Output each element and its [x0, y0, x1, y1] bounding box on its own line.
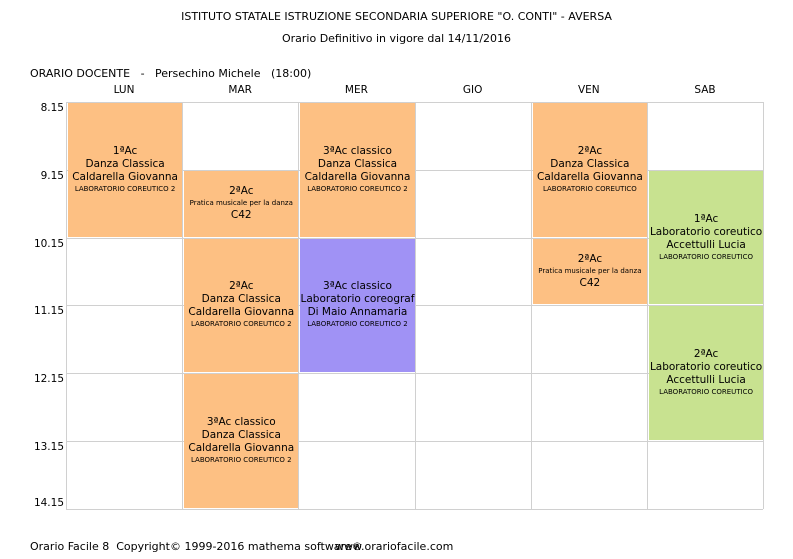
lesson-text: 3ªAc classico [323, 144, 392, 157]
lesson-text: Caldarella Giovanna [72, 170, 178, 183]
hour-label: 11.15 [33, 305, 64, 318]
lesson-text: LABORATORIO COREUTICO 2 [191, 455, 292, 464]
lesson-text: 2ªAc [229, 185, 254, 198]
lesson-text: Laboratorio coreutico [649, 225, 763, 238]
lesson-text: LABORATORIO COREUTICO [542, 184, 637, 193]
lesson-text: Danza Classica [550, 157, 630, 170]
hour-label: 10.15 [33, 237, 64, 250]
lesson-text: Pratica musicale per la danza [189, 199, 293, 208]
lesson-block: 2ªAc Pratica musicale per la danza C42 [184, 170, 299, 237]
day-header: SAB [694, 84, 716, 96]
lesson-text: LABORATORIO COREUTICO 2 [307, 320, 408, 329]
grid-line [66, 102, 67, 509]
lesson-text: Accettulli Lucia [666, 238, 746, 251]
website[interactable]: www.orariofacile.com [335, 540, 454, 553]
hour-label: 12.15 [33, 373, 64, 386]
lesson-text: Danza Classica [317, 157, 398, 170]
subtitle: Orario Definitivo in vigore dal 14/11/20… [281, 32, 512, 45]
lesson-text: Caldarella Giovanna [304, 170, 411, 183]
lesson-text: Caldarella Giovanna [536, 170, 643, 183]
hour-label: 8.15 [40, 102, 64, 114]
grid-line [647, 102, 648, 509]
day-header: VEN [577, 84, 600, 96]
lesson-block: 2ªAc Danza Classica Caldarella Giovanna LAB… [184, 238, 299, 373]
lesson-text: Accettulli Lucia [666, 374, 746, 387]
lesson-text: Di Maio Annamaria [307, 306, 408, 319]
grid-line [66, 508, 764, 510]
grid-line [530, 102, 532, 509]
grid-line [298, 102, 300, 509]
lesson-text: Caldarella Giovanna [188, 306, 295, 319]
hour-label: 9.15 [40, 169, 64, 182]
lesson-block: 1ªAc Danza Classica Caldarella Giovanna LAB… [68, 103, 183, 237]
lesson-text: Caldarella Giovanna [188, 441, 295, 454]
grid-line [182, 102, 184, 509]
lesson-text: Pratica musicale per la danza [538, 266, 642, 275]
day-header: MAR [228, 84, 252, 96]
lesson-text: Danza Classica [201, 428, 281, 441]
institute-title: ISTITUTO STATALE ISTRUZIONE SECONDARIA S… [181, 10, 612, 23]
lesson-block: 2ªAc Danza Classica Caldarella Giovanna LAB… [532, 103, 647, 237]
lesson-text: C42 [230, 209, 252, 222]
lesson-text: LABORATORIO COREUTICO 2 [191, 320, 292, 329]
lesson-text: Laboratorio coreograf [300, 293, 415, 306]
lesson-text: 1ªAc [112, 144, 138, 157]
lesson-block: 3ªAc classico Danza Classica Caldarella Gi… [300, 103, 415, 237]
lesson-text: Danza Classica [201, 293, 281, 306]
lesson-block: 3ªAc classico Danza Classica Caldarella Gi… [184, 374, 299, 508]
lesson-text: LABORATORIO COREUTICO 2 [307, 184, 408, 193]
hour-label: 13.15 [33, 441, 64, 453]
lesson-text: Danza Classica [85, 157, 165, 170]
day-header: GIO [462, 84, 483, 96]
grid-line [763, 102, 765, 509]
day-header: MER [344, 84, 368, 96]
lesson-text: 2ªAc [229, 280, 254, 293]
lesson-text: LABORATORIO COREUTICO 2 [74, 184, 176, 193]
lesson-block: 1ªAc Laboratorio coreutico Accettulli Luci… [649, 170, 764, 305]
copyright: Orario Facile 8 Copyright© 1999-2016 mat… [30, 540, 363, 553]
grid-line [414, 102, 416, 509]
lesson-text: 3ªAc classico [323, 280, 392, 293]
hour-label: 14.15 [33, 496, 64, 509]
day-header: LUN [113, 84, 135, 96]
lesson-text: LABORATORIO COREUTICO [659, 252, 754, 261]
lesson-block: 3ªAc classico Laboratorio coreograf Di Mai… [300, 238, 415, 373]
lesson-text: LABORATORIO COREUTICO [659, 388, 754, 397]
lesson-block: 2ªAc Pratica musicale per la danza C42 [532, 238, 647, 305]
lesson-text: C42 [579, 276, 601, 289]
lesson-text: Laboratorio coreutico [649, 361, 763, 374]
lesson-text: 3ªAc classico [206, 415, 276, 428]
lesson-text: 2ªAc [693, 348, 719, 361]
lesson-text: 2ªAc [577, 144, 603, 157]
lesson-text: 1ªAc [693, 212, 719, 225]
lesson-block: 2ªAc Laboratorio coreutico Accettulli Luci… [649, 306, 764, 440]
lesson-text: 2ªAc [577, 252, 603, 265]
teacher-line: ORARIO DOCENTE - Persechino Michele (18:… [30, 67, 312, 80]
